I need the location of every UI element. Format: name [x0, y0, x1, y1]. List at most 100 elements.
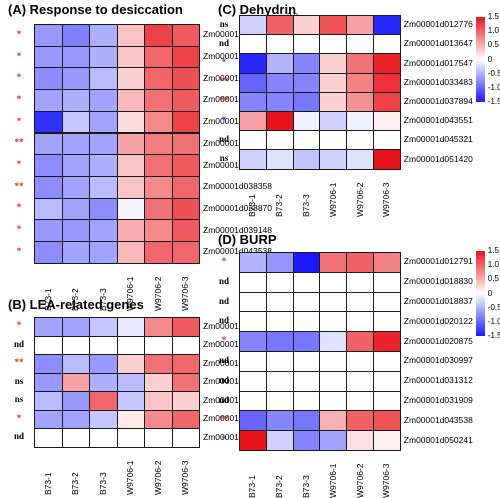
heatmap-cell — [266, 111, 294, 131]
heatmap-cell — [34, 46, 63, 69]
heatmap-cell — [266, 149, 294, 169]
heatmap-cell — [117, 354, 146, 374]
heatmap-cell — [266, 130, 294, 150]
heatmap-cell — [373, 410, 401, 431]
heatmap-cell — [239, 111, 267, 131]
gene-label: Zm00001d018837 — [404, 296, 473, 307]
gene-label: Zm00001d012791 — [404, 256, 473, 267]
heatmap-cell — [346, 92, 374, 112]
column-label: W9706-3 — [180, 276, 190, 311]
heatmap-cell — [239, 292, 267, 313]
column-label: B73-2 — [274, 194, 284, 217]
significance-marker: * — [8, 29, 30, 39]
heatmap-cell — [62, 111, 91, 134]
heatmap-cell — [62, 46, 91, 69]
heatmap-cell — [373, 15, 401, 35]
heatmap-cell — [62, 176, 91, 199]
significance-marker: * — [213, 434, 235, 444]
significance-marker: * — [213, 115, 235, 125]
heatmap-cell — [239, 371, 267, 392]
gene-label: Zm00001d038358 — [203, 181, 272, 192]
gene-label: Zm00001d045321 — [404, 134, 473, 145]
heatmap-cell — [373, 111, 401, 131]
heatmap-cell — [62, 428, 91, 448]
heatmap-cell — [346, 410, 374, 431]
significance-marker: nd — [213, 296, 235, 306]
heatmap-cell — [239, 252, 267, 273]
colorbar-tick-label: -0.5 — [488, 69, 500, 79]
heatmap-cell — [346, 130, 374, 150]
significance-marker: * — [8, 246, 30, 256]
significance-marker: ** — [8, 137, 30, 147]
heatmap-cell — [144, 336, 173, 356]
significance-marker: * — [8, 94, 30, 104]
heatmap-cell — [34, 354, 63, 374]
heatmap-cell — [319, 391, 347, 412]
significance-marker: nd — [213, 134, 235, 144]
heatmap-cell — [89, 336, 118, 356]
colorbar-tick-label: -1.0 — [488, 317, 500, 327]
heatmap-cell — [89, 410, 118, 430]
heatmap-cell — [293, 15, 321, 35]
gene-label: Zm00001d039148 — [203, 225, 272, 236]
significance-marker: nd — [213, 355, 235, 365]
significance-marker: * — [213, 256, 235, 266]
gene-label: Zm00001d018830 — [404, 276, 473, 287]
colorbar-tick-label: 1.5 — [488, 246, 499, 256]
heatmap-cell — [319, 292, 347, 313]
heatmap-cell — [89, 428, 118, 448]
heatmap-cell — [172, 198, 201, 221]
heatmap-cell — [144, 176, 173, 199]
gene-label: Zm00001d043538 — [404, 415, 473, 426]
heatmap-cell — [373, 391, 401, 412]
heatmap-cell — [319, 130, 347, 150]
gene-label: Zm00001d020875 — [404, 336, 473, 347]
heatmap-cell — [117, 373, 146, 393]
heatmap-cell — [62, 154, 91, 177]
heatmap-cell — [373, 53, 401, 73]
column-label: B73-3 — [301, 475, 311, 498]
heatmap-cell — [89, 154, 118, 177]
significance-marker: nd — [213, 38, 235, 48]
heatmap-cell — [346, 34, 374, 54]
heatmap-cell — [266, 351, 294, 372]
heatmap-cell — [319, 92, 347, 112]
heatmap-cell — [34, 373, 63, 393]
column-label: B73-2 — [70, 472, 80, 495]
heatmap-cell — [144, 391, 173, 411]
column-label: W9706-2 — [153, 460, 163, 495]
heatmap-cell — [117, 67, 146, 90]
significance-marker: ns — [8, 394, 30, 404]
significance-marker: ** — [8, 357, 30, 367]
heatmap-cell — [266, 252, 294, 273]
heatmap-cell — [34, 24, 63, 47]
heatmap-cell — [172, 410, 201, 430]
heatmap-cell — [62, 89, 91, 112]
heatmap-cell — [144, 111, 173, 134]
heatmap-cell — [144, 67, 173, 90]
significance-marker: * — [8, 413, 30, 423]
panel-label: (A) — [8, 2, 26, 17]
heatmap-cell — [172, 24, 201, 47]
heatmap-cell — [34, 219, 63, 242]
heatmap-cell — [266, 34, 294, 54]
heatmap-cell — [319, 331, 347, 352]
heatmap-cell — [144, 46, 173, 69]
heatmap-cell — [293, 311, 321, 332]
colorbar — [476, 17, 485, 102]
heatmap-cell — [34, 198, 63, 221]
heatmap-cell — [172, 354, 201, 374]
heatmap-cell — [293, 410, 321, 431]
heatmap-cell — [144, 198, 173, 221]
heatmap-cell — [373, 252, 401, 273]
heatmap-cell — [266, 53, 294, 73]
significance-marker: nd — [8, 339, 30, 349]
significance-marker: * — [213, 335, 235, 345]
heatmap-cell — [373, 430, 401, 451]
heatmap-cell — [117, 176, 146, 199]
significance-marker: ** — [213, 414, 235, 424]
heatmap-cell — [319, 351, 347, 372]
column-label: B73-1 — [43, 288, 53, 311]
heatmap-cell — [319, 272, 347, 293]
column-label: W9706-3 — [180, 460, 190, 495]
